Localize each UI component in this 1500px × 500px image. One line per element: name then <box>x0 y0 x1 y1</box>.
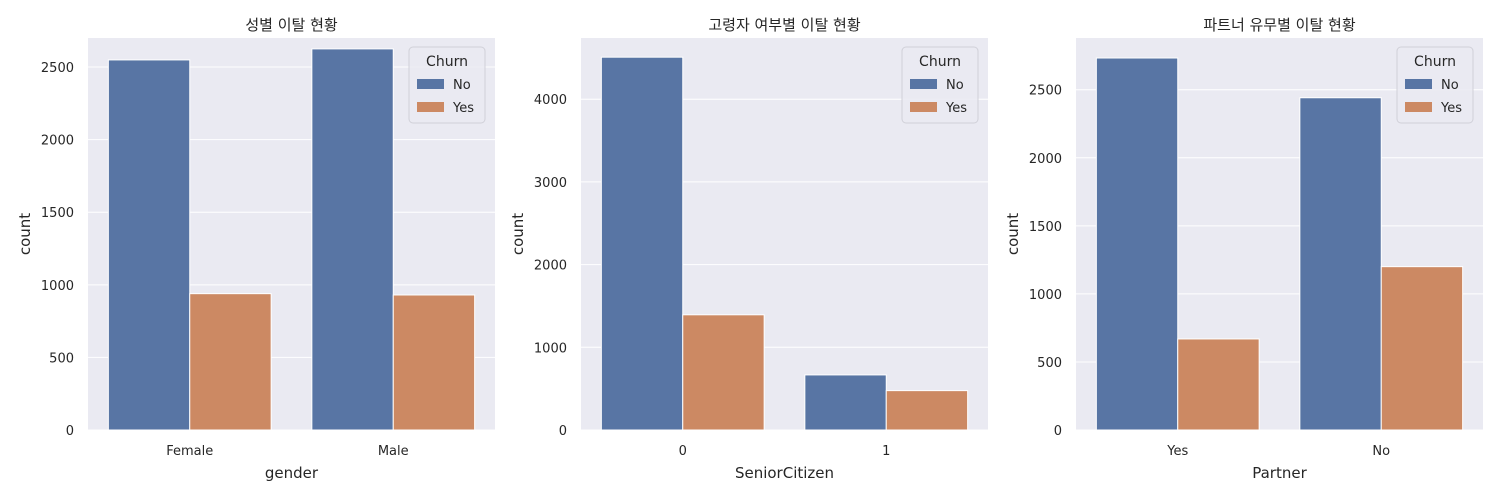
y-tick-label: 3000 <box>534 176 567 191</box>
x-tick-label: 1 <box>882 444 890 459</box>
y-tick-label: 0 <box>66 424 74 439</box>
y-tick-label: 1500 <box>1029 220 1062 235</box>
x-axis-label: Partner <box>1252 464 1307 482</box>
x-axis-label: SeniorCitizen <box>735 464 834 482</box>
legend-title: Churn <box>426 54 468 70</box>
bar-yes-1 <box>885 390 969 431</box>
legend-swatch-no <box>910 79 937 89</box>
bar-no-1 <box>804 374 887 431</box>
legend-label-no: No <box>1441 78 1459 93</box>
y-tick-label: 0 <box>559 424 567 439</box>
y-axis-label: count <box>509 213 527 255</box>
legend-swatch-yes <box>910 102 937 112</box>
chart-title: 고령자 여부별 이탈 현황 <box>708 16 861 34</box>
y-tick-label: 2500 <box>1029 84 1062 99</box>
legend-swatch-yes <box>417 102 444 112</box>
legend-swatch-yes <box>1405 102 1432 112</box>
y-tick-label: 500 <box>1037 356 1062 371</box>
legend-label-yes: Yes <box>452 101 474 116</box>
y-tick-label: 4000 <box>534 93 567 108</box>
x-tick-label: Male <box>378 444 409 459</box>
chart-panel-1: 0 1000 2000 3000 4000 0 1 고령자 여부별 이탈 현황 SeniorCi… <box>509 16 988 482</box>
y-tick-label: 500 <box>49 351 74 366</box>
bar-no-0 <box>107 59 191 431</box>
chart-title: 성별 이탈 현황 <box>245 16 338 34</box>
chart-panel-2: 0 500 1000 1500 2000 2500 Yes No 파트너 유무별 이탈 현황 Pa… <box>1004 16 1483 482</box>
y-axis-label: count <box>1004 213 1022 255</box>
legend-label-no: No <box>453 78 471 93</box>
bar-yes-0 <box>682 314 765 431</box>
legend: Churn No Yes <box>901 46 979 124</box>
legend: Churn No Yes <box>408 46 486 124</box>
y-tick-label: 1000 <box>534 341 567 356</box>
bar-no-1 <box>1299 97 1382 431</box>
chart-title: 파트너 유무별 이탈 현황 <box>1203 16 1356 34</box>
y-tick-label: 2000 <box>1029 152 1062 167</box>
bar-yes-1 <box>1380 266 1464 431</box>
legend-swatch-no <box>1405 79 1432 89</box>
y-axis-label: count <box>16 213 34 255</box>
x-axis-label: gender <box>265 464 319 482</box>
y-tick-label: 1500 <box>41 206 74 221</box>
bar-yes-0 <box>189 293 272 431</box>
y-tick-label: 2000 <box>41 134 74 149</box>
bar-no-0 <box>1095 57 1179 431</box>
bar-no-1 <box>311 48 394 431</box>
legend-label-yes: Yes <box>945 101 967 116</box>
legend-label-no: No <box>946 78 964 93</box>
x-tick-label: Yes <box>1166 444 1188 459</box>
chart-panel-0: 0 500 1000 1500 2000 2500 Female Male 성별 이탈 현황 ge… <box>16 16 495 482</box>
y-tick-label: 1000 <box>1029 288 1062 303</box>
legend: Churn No Yes <box>1396 46 1474 124</box>
y-tick-label: 2000 <box>534 259 567 274</box>
y-tick-label: 1000 <box>41 279 74 294</box>
y-tick-label: 0 <box>1054 424 1062 439</box>
x-tick-label: 0 <box>679 444 687 459</box>
x-tick-label: No <box>1372 444 1390 459</box>
bar-yes-1 <box>392 294 476 431</box>
bar-yes-0 <box>1177 338 1260 431</box>
legend-label-yes: Yes <box>1440 101 1462 116</box>
y-tick-label: 2500 <box>41 61 74 76</box>
legend-title: Churn <box>919 54 961 70</box>
x-tick-label: Female <box>166 444 213 459</box>
legend-swatch-no <box>417 79 444 89</box>
bar-no-0 <box>600 56 684 431</box>
legend-title: Churn <box>1414 54 1456 70</box>
